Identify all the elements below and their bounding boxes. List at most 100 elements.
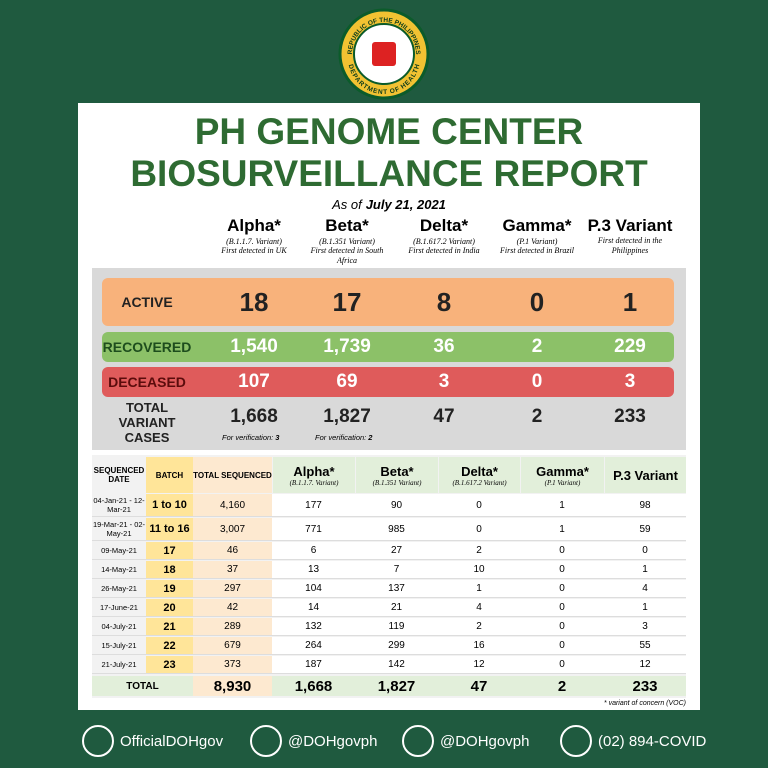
- deceased-value: 107: [238, 371, 270, 392]
- table-variant-code: (B.1.351 Variant): [372, 478, 422, 487]
- table-cell: 26-May-21: [92, 580, 146, 598]
- table-cell: 0: [438, 494, 520, 517]
- table-cell: 14: [272, 599, 355, 617]
- deceased-value: 0: [531, 371, 543, 392]
- total-label: TOTAL VARIANT CASES: [118, 399, 176, 445]
- variant-name: Alpha*: [227, 216, 281, 235]
- total-value: 2: [531, 406, 543, 427]
- table-cell: 21: [355, 599, 438, 617]
- table-cell: 0: [520, 561, 604, 579]
- table-cell: 16: [438, 637, 520, 655]
- table-cell: 12: [604, 656, 686, 674]
- recovered-value: 1,739: [323, 336, 371, 357]
- table-cell: 4,160: [193, 494, 272, 517]
- title-line2: BIOSURVEILLANCE REPORT: [130, 153, 648, 194]
- variant-origin: First detected in Brazil: [500, 246, 574, 255]
- variant-code: (B.1.617.2 Variant): [413, 237, 475, 246]
- table-cell: 98: [604, 494, 686, 517]
- table-cell: 771: [272, 518, 355, 541]
- table-header: BATCH: [146, 457, 193, 493]
- table-cell: 104: [272, 580, 355, 598]
- table-cell: 27: [355, 542, 438, 560]
- table-cell: 1: [604, 599, 686, 617]
- total-cell: 2: [520, 676, 604, 696]
- table-cell: 19: [146, 580, 193, 598]
- verification-note: For verification: 3: [222, 431, 302, 443]
- active-value: 18: [239, 286, 269, 317]
- table-cell: 20: [146, 599, 193, 617]
- as-of-label: As of: [332, 196, 362, 212]
- recovered-value: 36: [433, 336, 455, 357]
- table-cell: 17-June-21: [92, 599, 146, 617]
- table-cell: 297: [193, 580, 272, 598]
- total-cell: 1,827: [355, 676, 438, 696]
- active-value: 1: [622, 286, 638, 317]
- table-cell: 04-Jan-21 - 12-Mar-21: [92, 494, 146, 517]
- variant-origin: First detected in South Africa: [310, 246, 384, 265]
- table-cell: 19-Mar-21 - 02-May-21: [92, 518, 146, 541]
- variant-origin: First detected in UK: [221, 246, 287, 255]
- variant-name: Beta*: [325, 216, 369, 235]
- active-label: ACTIVE: [121, 294, 173, 310]
- table-cell: 37: [193, 561, 272, 579]
- table-cell: 137: [355, 580, 438, 598]
- social-handle: (02) 894-COVID: [598, 732, 707, 750]
- table-cell: 21-July-21: [92, 656, 146, 674]
- table-cell: 1: [438, 580, 520, 598]
- as-of: As of July 21, 2021: [78, 195, 700, 213]
- table-cell: 46: [193, 542, 272, 560]
- table-cell: 299: [355, 637, 438, 655]
- table-cell: 0: [520, 599, 604, 617]
- table-cell: 22: [146, 637, 193, 655]
- table-variant-code: (P.1 Variant): [544, 478, 581, 487]
- table-cell: 90: [355, 494, 438, 517]
- total-value: 1,827: [323, 406, 371, 427]
- table-cell: 23: [146, 656, 193, 674]
- total-cell: 233: [604, 676, 686, 696]
- table-cell: 0: [520, 580, 604, 598]
- variant-code: (B.1.351 Variant): [319, 237, 375, 246]
- table-variant-header: Delta* (B.1.617.2 Variant): [439, 457, 520, 493]
- doh-logo: REPUBLIC OF THE PHILIPPINES DEPARTMENT O…: [338, 8, 430, 100]
- table-cell: 0: [438, 518, 520, 541]
- table-variant-code: (B.1.1.7. Variant): [289, 478, 339, 487]
- deceased-value: 69: [336, 371, 358, 392]
- table-cell: 0: [520, 618, 604, 636]
- table-cell: 142: [355, 656, 438, 674]
- total-cell: 1,668: [272, 676, 355, 696]
- table-cell: 21: [146, 618, 193, 636]
- deceased-bar: [102, 367, 674, 397]
- total-value: 233: [614, 406, 646, 427]
- table-cell: 0: [520, 637, 604, 655]
- footer-icons: [82, 725, 592, 757]
- verification-value: 3: [275, 432, 280, 442]
- table-cell: 2: [438, 542, 520, 560]
- table-cell: 1: [520, 494, 604, 517]
- table-cell: 11 to 16: [146, 518, 193, 541]
- variant-code: (B.1.1.7. Variant): [226, 237, 282, 246]
- table-variant-name: P.3 Variant: [613, 467, 678, 483]
- table-cell: 679: [193, 637, 272, 655]
- table-cell: 177: [272, 494, 355, 517]
- table-cell: 42: [193, 599, 272, 617]
- verification-label: For verification:: [222, 432, 274, 442]
- table-cell: 0: [520, 542, 604, 560]
- table-variant-header: Beta* (B.1.351 Variant): [356, 457, 438, 493]
- recovered-value: 2: [531, 336, 543, 357]
- table-cell: 3,007: [193, 518, 272, 541]
- variant-origin: First detected in the Philippines: [597, 236, 663, 255]
- table-cell: 373: [193, 656, 272, 674]
- table-header: TOTAL SEQUENCED: [193, 457, 272, 493]
- total-cell: 47: [438, 676, 520, 696]
- table-cell: 18: [146, 561, 193, 579]
- recovered-bar: [102, 332, 674, 362]
- as-of-date: July 21, 2021: [365, 196, 446, 212]
- social-handle: OfficialDOHgov: [120, 732, 224, 750]
- deceased-value: 3: [624, 371, 636, 392]
- total-value: 1,668: [230, 406, 278, 427]
- table-cell: 985: [355, 518, 438, 541]
- active-bar: [102, 278, 674, 326]
- table-cell: 1: [604, 561, 686, 579]
- table-cell: 264: [272, 637, 355, 655]
- table-cell: 09-May-21: [92, 542, 146, 560]
